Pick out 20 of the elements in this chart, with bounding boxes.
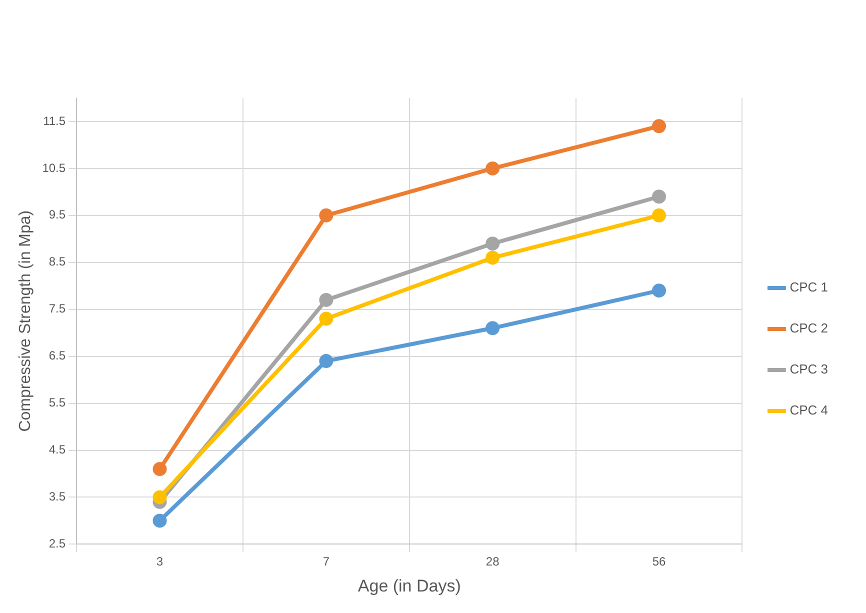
y-tick-label: 7.5 (48, 302, 66, 316)
legend-label: CPC 2 (790, 320, 828, 336)
y-tick-label: 5.5 (48, 396, 66, 410)
y-axis-title: Compressive Strength (in Mpa) (17, 210, 34, 432)
x-tick-label: 56 (652, 554, 666, 569)
legend-label: CPC 1 (790, 280, 828, 295)
x-axis-title: Age (in Days) (358, 576, 461, 596)
legend-label: CPC 3 (790, 362, 828, 377)
y-tick-label: 11.5 (43, 114, 66, 128)
y-tick-label: 10.5 (42, 160, 66, 175)
y-tick-label: 2.5 (48, 536, 66, 551)
y-tick-label: 4.5 (48, 442, 66, 457)
x-tick-label: 28 (486, 554, 500, 569)
x-tick-label: 7 (322, 554, 330, 569)
x-tick-label: 3 (156, 554, 164, 569)
y-tick-label: 3.5 (48, 490, 66, 504)
legend-label: CPC 4 (790, 402, 828, 418)
y-tick-label: 8.5 (48, 254, 66, 269)
y-tick-label: 6.5 (48, 348, 66, 363)
y-tick-label: 9.5 (48, 208, 66, 222)
